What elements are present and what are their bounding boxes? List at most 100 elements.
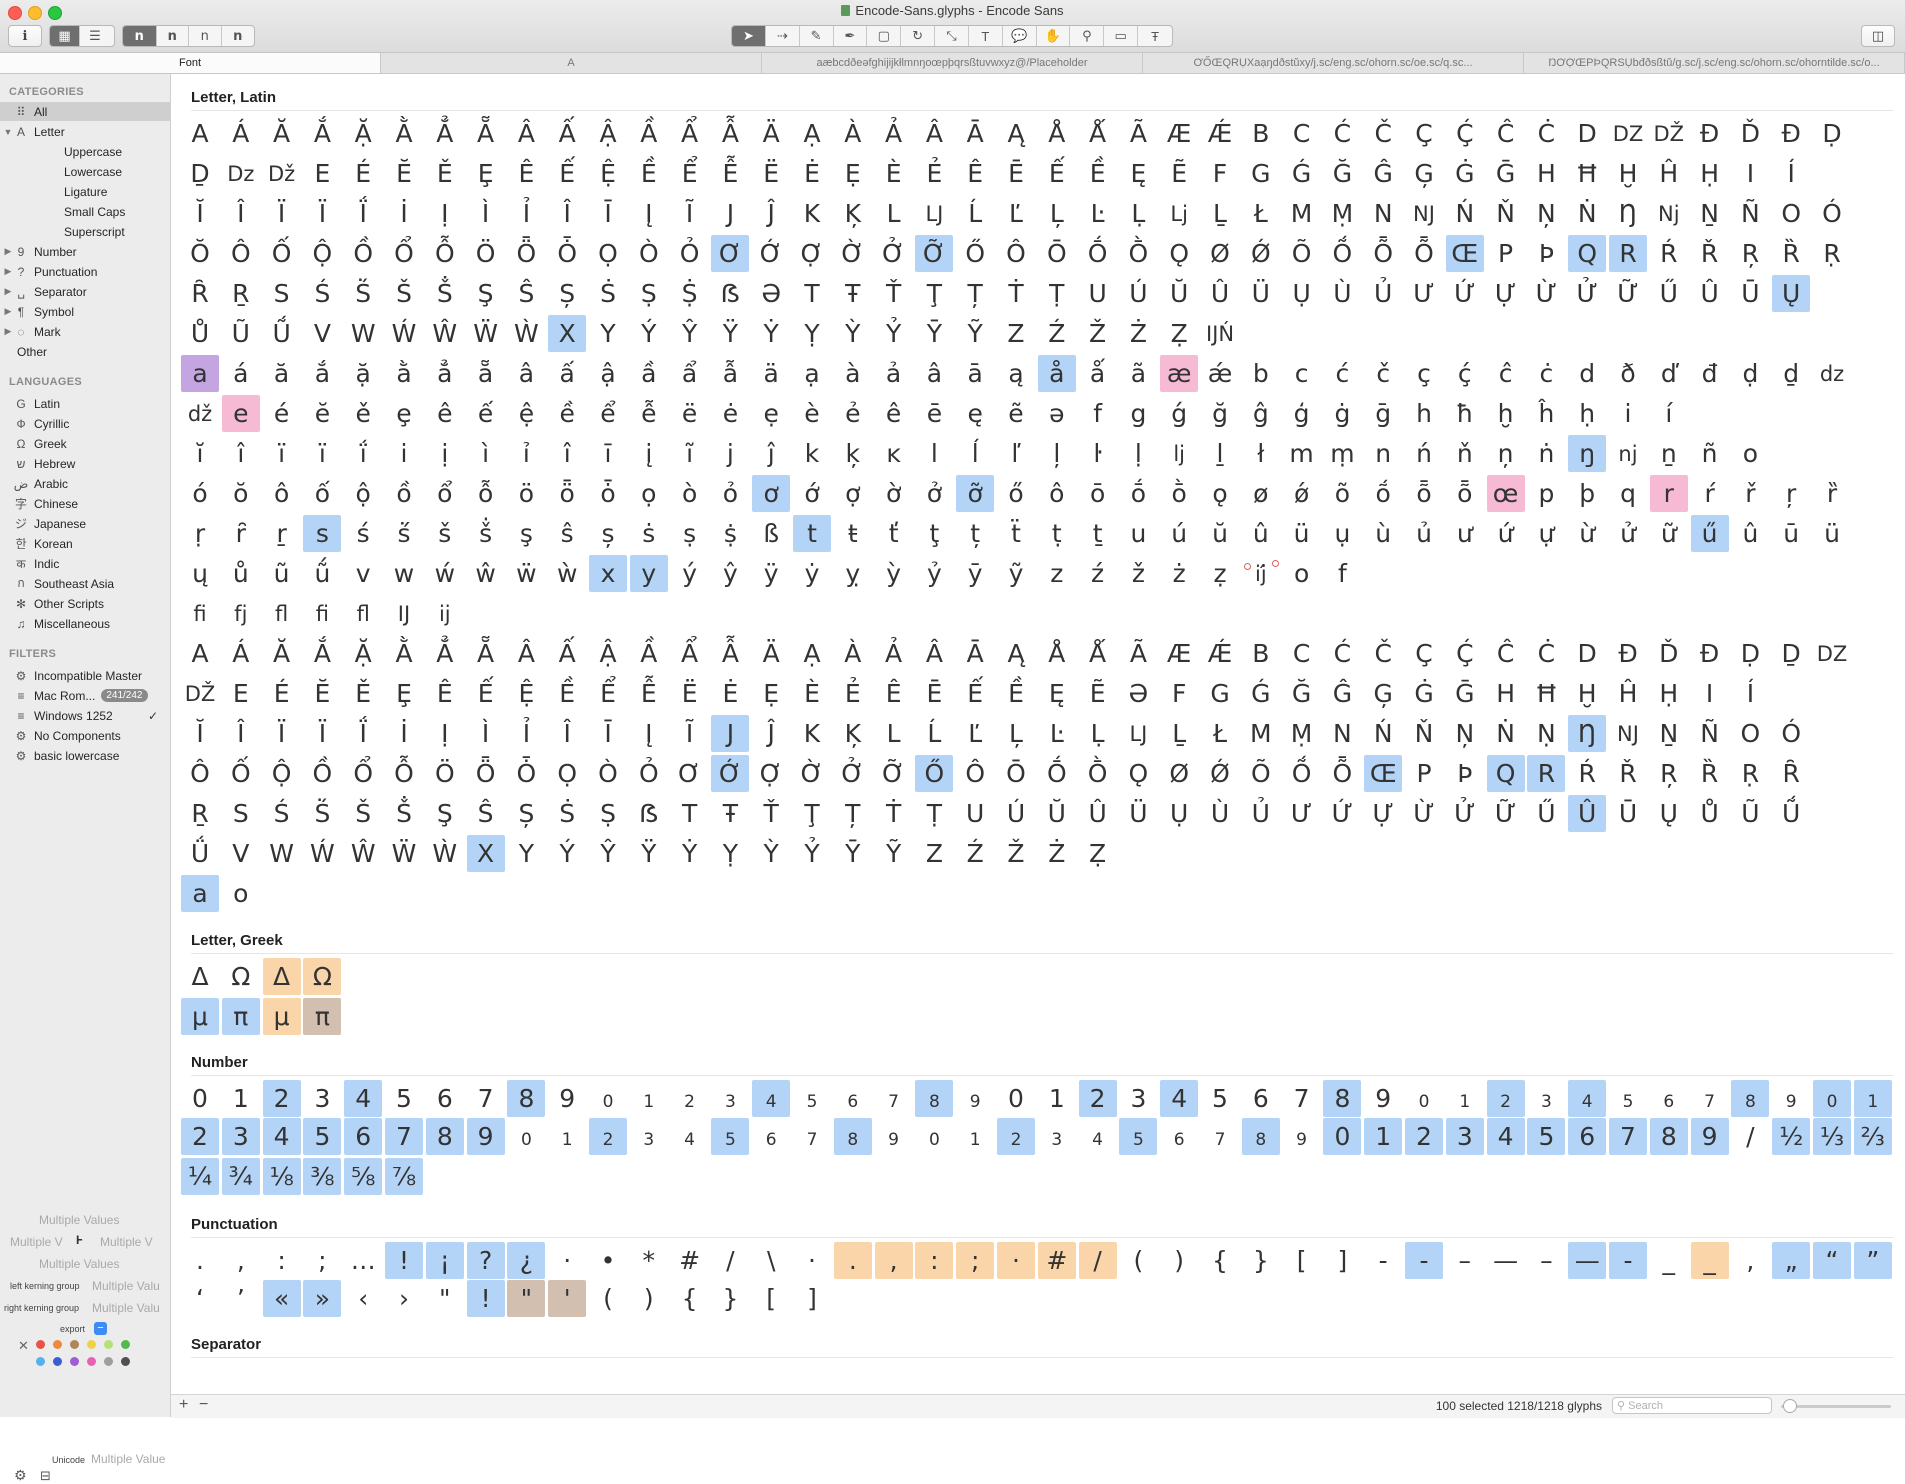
sidebar-item-hebrew[interactable]: ש Hebrew (0, 454, 170, 473)
glyph-cell[interactable]: NJ (1617, 721, 1639, 746)
glyph-cell[interactable]: Ś (314, 279, 331, 308)
glyph-cell[interactable]: X (548, 315, 587, 352)
sidebar-item-greek[interactable]: Ω Greek (0, 434, 170, 453)
glyph-cell[interactable]: ċ (1539, 359, 1554, 388)
glyph-cell[interactable]: Ģ (1373, 679, 1393, 708)
glyph-cell[interactable]: O (1781, 199, 1802, 228)
glyph-cell[interactable]: ȑ (1826, 479, 1838, 508)
sidebar-item-basic-lowercase[interactable]: ⚙ basic lowercase (0, 746, 170, 765)
glyph-cell[interactable]: F (1212, 159, 1228, 188)
glyph-cell[interactable]: ỡ (956, 475, 995, 512)
draw-tool-icon[interactable]: ✎ (800, 26, 834, 46)
glyph-cell[interactable]: N (1333, 719, 1352, 748)
glyph-cell[interactable]: ê (885, 399, 902, 428)
glyph-cell[interactable]: Ŀ (1049, 719, 1064, 748)
glyph-cell[interactable]: 3 (1540, 1092, 1552, 1112)
glyph-cell[interactable]: Ů (1700, 799, 1719, 828)
grid-view-icon[interactable]: ▦ (50, 26, 80, 46)
glyph-cell[interactable]: ừ (1579, 519, 1596, 548)
glyph-cell[interactable]: 3 (1130, 1084, 1147, 1113)
glyph-cell[interactable]: Ð (1618, 639, 1638, 668)
glyph-cell[interactable]: ǽ (1207, 359, 1233, 388)
glyph-cell[interactable]: nj (1618, 441, 1638, 466)
glyph-cell[interactable]: a (181, 875, 219, 912)
glyph-cell[interactable]: ỉ (522, 439, 530, 468)
glyph-cell[interactable]: B (1252, 119, 1270, 148)
glyph-cell[interactable]: ŧ (847, 519, 858, 548)
glyph-cell[interactable]: Ỷ (804, 839, 820, 868)
glyph-cell[interactable]: 5 (1622, 1092, 1634, 1112)
glyph-cell[interactable]: ṡ (642, 519, 656, 548)
glyph-cell[interactable]: Ȓ (191, 279, 209, 308)
glyph-cell[interactable]: ổ (437, 479, 453, 508)
glyph-cell[interactable]: ŕ (1704, 479, 1715, 508)
zoom-slider[interactable] (1781, 1405, 1891, 1408)
glyph-cell[interactable]: 7 (1704, 1092, 1715, 1112)
glyph-cell[interactable]: ' (548, 1280, 587, 1317)
glyph-cell[interactable]: Œ (1364, 755, 1403, 792)
glyph-cell[interactable]: Į (645, 199, 653, 228)
glyph-cell[interactable]: ủ (1416, 519, 1432, 548)
glyph-cell[interactable]: ō (1089, 479, 1106, 508)
glyph-cell[interactable]: ư (1456, 519, 1473, 548)
glyph-cell[interactable]: ẞ (720, 279, 740, 308)
glyph-cell[interactable]: e (221, 395, 260, 432)
glyph-cell[interactable]: Ŝ (477, 799, 494, 828)
glyph-cell[interactable]: Ǵ (1251, 679, 1271, 708)
glyph-cell[interactable]: " (439, 1284, 451, 1313)
glyph-cell[interactable]: Ḍ (1740, 639, 1761, 668)
glyph-cell[interactable]: Ą (1007, 119, 1025, 148)
glyph-cell[interactable]: Ŗ (1741, 239, 1760, 268)
glyph-cell[interactable]: ī (604, 439, 612, 468)
annotation-tool-icon[interactable]: 💬 (1003, 26, 1037, 46)
glyph-cell[interactable]: Ț (845, 799, 861, 828)
glyph-cell[interactable]: ⅓ (1813, 1118, 1851, 1155)
glyph-cell[interactable]: ặ (355, 359, 371, 388)
glyph-cell[interactable]: Ĵ (767, 719, 775, 748)
glyph-cell[interactable]: U (1088, 279, 1107, 308)
glyph-cell[interactable]: P (1416, 759, 1432, 788)
sidebar-item-superscript[interactable]: Superscript (0, 222, 170, 241)
glyph-cell[interactable]: ŗ (1786, 479, 1797, 508)
glyph-cell[interactable]: Ô (230, 239, 251, 268)
select-all-layers-icon[interactable]: ⇢ (766, 26, 800, 46)
glyph-cell[interactable]: Ầ (640, 119, 658, 148)
glyph-cell[interactable]: Ó (1781, 719, 1802, 748)
glyph-cell[interactable]: Ê (885, 679, 902, 708)
glyph-cell[interactable]: 9 (1785, 1092, 1797, 1112)
glyph-cell[interactable]: ĉ (1498, 359, 1513, 388)
glyph-cell[interactable]: ẽ (1008, 399, 1024, 428)
glyph-cell[interactable]: ò (681, 479, 698, 508)
glyph-cell[interactable]: Ỏ (679, 239, 700, 268)
glyph-cell[interactable]: Q (1486, 755, 1525, 792)
glyph-cell[interactable]: Ừ (1413, 799, 1435, 828)
glyph-cell[interactable]: Ṟ (232, 279, 250, 308)
glyph-cell[interactable]: Ặ (354, 639, 372, 668)
glyph-cell[interactable]: Ã (1129, 639, 1147, 668)
glyph-cell[interactable]: Ẳ (436, 639, 454, 668)
glyph-cell[interactable]: œ (1486, 475, 1525, 512)
glyph-cell[interactable]: ğ (1212, 399, 1228, 428)
glyph-cell[interactable]: ĥ (1538, 399, 1555, 428)
glyph-cell[interactable]: ữ (1660, 519, 1677, 548)
glyph-cell[interactable]: Ử (1454, 799, 1476, 828)
glyph-cell[interactable]: Ớ (759, 239, 783, 268)
glyph-cell[interactable]: 1 (643, 1092, 655, 1112)
glyph-cell[interactable]: 0 (1008, 1084, 1024, 1113)
plus-icon[interactable]: + (179, 1396, 189, 1413)
glyph-cell[interactable]: Ṃ (1290, 719, 1313, 748)
glyph-cell[interactable]: Ź (966, 839, 984, 868)
glyph-cell[interactable]: Ṛ (1823, 239, 1841, 268)
glyph-cell[interactable]: ṛ (194, 519, 206, 548)
glyph-cell[interactable]: Ṧ (396, 799, 412, 828)
master-selector[interactable]: n n n n (122, 25, 255, 47)
glyph-cell[interactable]: Ŷ (681, 319, 698, 348)
glyph-cell[interactable]: ¾ (221, 1158, 260, 1195)
glyph-cell[interactable]: Â (517, 119, 535, 148)
glyph-cell[interactable]: é (273, 399, 290, 428)
glyph-cell[interactable]: ỹ (1008, 559, 1024, 588)
glyph-cell[interactable]: 9 (888, 1130, 899, 1150)
glyph-cell[interactable]: Ż (1048, 839, 1066, 868)
glyph-cell[interactable]: f (1337, 559, 1347, 588)
glyph-cell[interactable]: DŽ (184, 681, 216, 706)
